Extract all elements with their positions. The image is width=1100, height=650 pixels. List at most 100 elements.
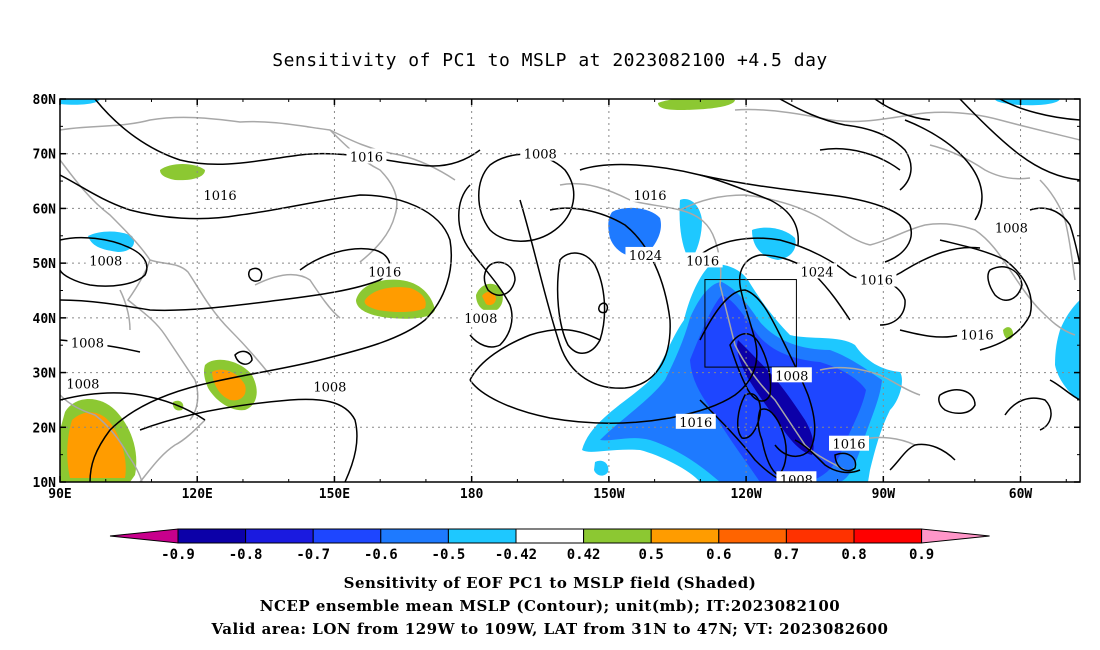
contour-label: 1016 (957, 326, 998, 343)
contour-label-text: 1024 (629, 249, 662, 264)
contour-label: 1016 (682, 252, 723, 269)
colorbar-high-extend (921, 528, 990, 544)
lon-tick-label: 120E (182, 487, 213, 502)
contour-label-text: 1008 (995, 222, 1028, 237)
caption-line-3: Valid area: LON from 129W to 109W, LAT f… (211, 620, 889, 638)
contour-label-text: 1016 (686, 254, 719, 269)
lat-tick-label: 30N (33, 367, 57, 382)
contour-label-text: 1016 (860, 274, 893, 289)
coastlines (60, 108, 1080, 482)
caption-line-1: Sensitivity of EOF PC1 to MSLP field (Sh… (343, 574, 757, 592)
contour-label: 1024 (796, 263, 837, 280)
contour-label-text: 1008 (71, 336, 104, 351)
colorbar-swatch (312, 528, 382, 544)
contour-label-bg (630, 186, 671, 202)
valid-area-box (704, 279, 797, 368)
contour-label-bg (682, 252, 723, 268)
contour-label: 1008 (309, 378, 350, 395)
contour-label-text: 1016 (832, 438, 865, 453)
contour-label-bg (62, 375, 103, 391)
contour-label-bg (796, 263, 837, 279)
contour-label-bg (85, 252, 126, 268)
contour-label-bg (460, 309, 501, 325)
contour-label: 1016 (200, 186, 241, 204)
negative-shading-mexico (594, 460, 609, 476)
lon-tick-label: 150E (319, 487, 350, 502)
contour-label: 1008 (460, 309, 501, 327)
lon-tick-label: 180 (460, 487, 484, 502)
contour-label-text: 1016 (679, 416, 712, 431)
contour-label: 1016 (630, 186, 671, 204)
colorbar-label: -0.42 (495, 547, 537, 563)
colorbar-label: 0.7 (774, 547, 799, 563)
negative-shading-arctic2 (60, 99, 100, 105)
contour-label: 1016 (856, 271, 897, 289)
contour-label: 1008 (776, 471, 817, 482)
contour-label-bg (856, 271, 897, 287)
contour-label-text: 1016 (633, 189, 666, 204)
colorbar-label: 0.9 (909, 547, 934, 563)
lon-tick-label: 60W (1009, 487, 1033, 502)
colorbar-swatch (447, 528, 517, 544)
colorbar-label: 0.5 (639, 547, 664, 563)
positive-shading-dateline-core (482, 291, 496, 306)
colorbar-label: -0.5 (432, 547, 466, 563)
colorbar-swatch (853, 528, 923, 544)
contour-label-text: 1008 (313, 380, 346, 395)
positive-shading-arctic (658, 99, 735, 110)
contour-label: 1008 (520, 145, 561, 163)
contour-label-bg (675, 413, 716, 429)
colorbar-swatch (245, 528, 314, 544)
contour-label-text: 1008 (464, 312, 497, 327)
colorbar: -0.9 -0.8 -0.7 -0.6 -0.5 -0.42 0.42 0.5 0.6 0.7 0.… (109, 528, 990, 563)
contour-label: 1008 (67, 334, 108, 351)
lon-tick-label: 90E (48, 487, 71, 502)
positive-shading-bering-core (364, 287, 426, 313)
contour-label-bg (957, 326, 998, 342)
colorbar-label: -0.9 (161, 547, 195, 563)
colorbar-label: -0.7 (296, 547, 330, 563)
lat-tick-label: 70N (33, 148, 57, 163)
negative-shading-gulf (608, 207, 661, 258)
lon-tick-label: 150W (593, 487, 624, 502)
contour-labels: 1016 1008 1016 1016 1008 1008 1024 1016 1024 1016… (62, 145, 1032, 482)
colorbar-swatch (718, 528, 787, 544)
colorbar-swatch (583, 528, 652, 544)
lon-tick-label: 90W (872, 487, 896, 502)
contour-label: 1016 (364, 263, 405, 280)
colorbar-swatch (380, 528, 449, 544)
map-plot-area: 1016 1008 1016 1016 1008 1008 1024 1016 1024 1016… (60, 99, 1080, 482)
contour-label-bg (625, 246, 666, 262)
colorbar-label: 0.6 (706, 547, 731, 563)
contour-label-bg (309, 378, 350, 394)
lat-tick-label: 50N (33, 257, 57, 272)
page-title: Sensitivity of PC1 to MSLP at 2023082100… (272, 50, 828, 71)
colorbar-label: -0.6 (364, 547, 398, 563)
contour-label-bg (364, 263, 405, 279)
contour-label: 1024 (625, 246, 666, 264)
gridlines (60, 99, 1080, 482)
contour-label: 1008 (771, 367, 812, 384)
colorbar-swatch (177, 528, 247, 544)
lat-tick-label: 80N (33, 93, 57, 108)
lon-tick-label: 120W (730, 487, 761, 502)
contour-label-text: 1016 (350, 150, 383, 165)
caption-line-2: NCEP ensemble mean MSLP (Contour); unit(… (259, 597, 841, 615)
contour-label-text: 1008 (524, 148, 557, 163)
contour-label-text: 1008 (775, 369, 808, 384)
contour-label-bg (829, 435, 870, 451)
contour-label: 1008 (991, 219, 1032, 237)
contour-label-text: 1008 (66, 378, 99, 393)
negative-shading-canada (752, 227, 796, 260)
contour-label: 1008 (62, 375, 103, 393)
colorbar-label: -0.8 (229, 547, 263, 563)
contour-label-bg (200, 186, 241, 202)
colorbar-swatch (650, 528, 720, 544)
contour-label-bg (346, 148, 387, 164)
contour-label-bg (771, 367, 812, 383)
lat-tick-label: 20N (33, 421, 57, 436)
positive-shading-siberia (160, 164, 205, 181)
negative-shading-bc (679, 199, 702, 262)
negative-shading-darkest (737, 340, 814, 455)
